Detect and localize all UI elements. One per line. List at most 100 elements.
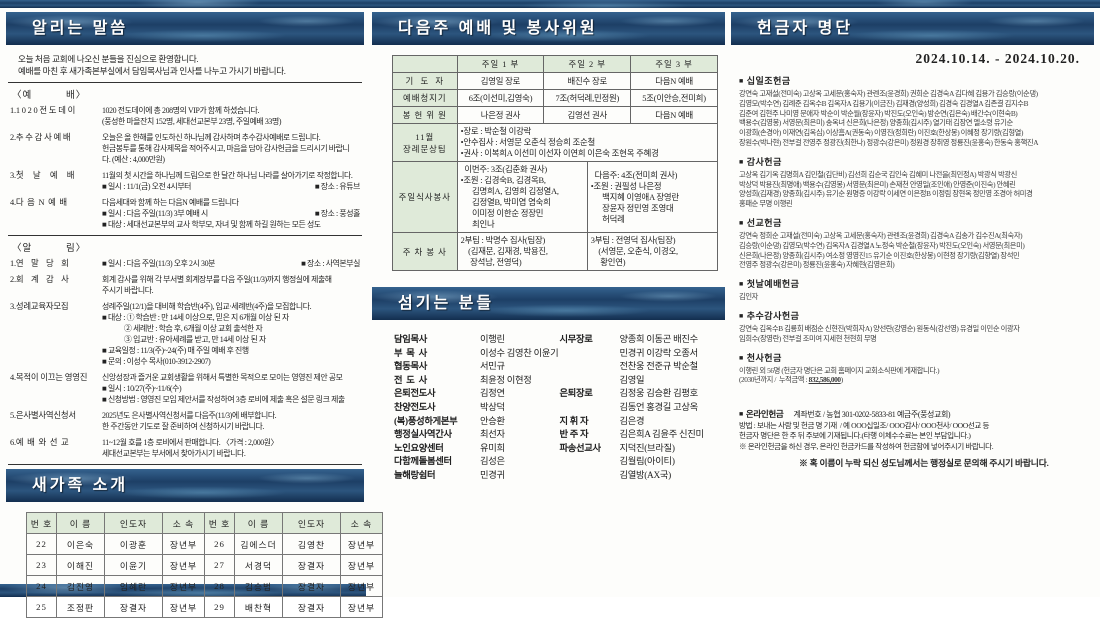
text-line-right: ■ 장소 : 사역본부실 <box>301 259 360 268</box>
serving-entry: 다함께돌봄센터 김성은 <box>394 456 560 470</box>
table-cell: 23 <box>26 554 57 576</box>
donor-names: 강연숙 김옥수B 김룡희 배점순 신현진(박희자A) 양선란(강영순) 원동식(… <box>739 323 1020 343</box>
text-line: ② 세례반 : 학습 후, 6개월 이상 교회 출석한 자 <box>102 324 263 333</box>
table-cell: 장년부 <box>162 596 205 618</box>
serving-entry: 시무장로 양종희 이동곤 배진수 민경귀 이강락 오종서 전찬웅 전준규 박순철 … <box>560 334 726 388</box>
table-cell: 장년부 <box>340 575 383 597</box>
roster-row: 주일식사봉사 이번주: 3조(김춘화 권사) •조원 : 김경숙B, 김경옥B,… <box>392 161 719 233</box>
serving-role: 지 휘 자 <box>559 416 589 427</box>
serving-role: 찬양전도사 <box>394 402 436 413</box>
donor-section-name: 감사헌금 <box>746 156 782 167</box>
serving-names: 김성은 <box>480 457 505 468</box>
text-line: 11~12월 호를 1층 로비에서 판매합니다. 〈가격 : 2,000원〉 <box>102 438 279 447</box>
serving-role: 담임목사 <box>394 335 428 345</box>
table-cell: 이은숙 <box>56 533 105 555</box>
roster-row-label: 주 차 봉 사 <box>392 232 458 271</box>
serving-names: 지덕진(브라질) 김월림(아이티) 김열방(AX국) <box>619 443 675 481</box>
serving-role: 다함께돌봄센터 <box>394 457 452 468</box>
announcement-item: 2.추 수 감 사 예 배 오늘은 올 한해를 인도하신 하나님께 감사하며 추수… <box>10 132 364 165</box>
announcement-item: 4.목적이 이끄는 영영진 신앙성장과 즐거운 교회생활을 위해서 특별한 목적으… <box>10 372 364 405</box>
announcement-label: 5.은사별사역신청서 <box>10 411 76 420</box>
table-cell: 김에스더 <box>234 533 283 555</box>
roster-row: 주 차 봉 사 2부팀 : 박명수 집사(팀장) (김재문, 김재경, 박용진, … <box>392 232 719 271</box>
announcement-item: 1.1 0 2 0 전 도 데 이 1020 전도데이에 총 208명의 VIP가… <box>10 105 364 127</box>
text-line: ■ 대상 : 세대선교본부의 교사 학부모, 자녀 및 함께 하길 원하는 모든… <box>102 220 321 229</box>
serving-names: 이성수 김영찬 이윤기 <box>480 348 559 359</box>
table-cell: 장년부 <box>162 533 205 555</box>
serving-role: 노인요양센터 <box>394 443 444 454</box>
serving-role: 파송선교사 <box>559 443 602 454</box>
bullet-icon: ■ <box>739 77 744 85</box>
donor-section-header: ■ 선교헌금 <box>739 216 1094 229</box>
online-offering-info: ■ 온라인헌금 계좌번호 / 농협 301-0202-5833-81 예금주(풍성교… <box>739 409 1094 469</box>
offering-column: 헌금자 명단 2024.10.14. - 2024.10.20. ■ 십일조헌금 강… <box>731 12 1094 469</box>
bullet-icon: ■ <box>739 311 744 320</box>
serving-entry: 행정실사역간사 최선자 <box>394 429 560 443</box>
amount-prefix: (2030년까지 / 누적금액 : <box>739 375 809 385</box>
roster-row-label: 11월 장례문상팀 <box>392 123 458 162</box>
corner-cell <box>392 55 458 73</box>
serving-entry: 늘해랑쉼터 민경귀 <box>394 470 560 484</box>
serving-entry: 찬양전도사 박상덕 <box>394 402 560 416</box>
roster-cell-lines: 3부팀 : 전영덕 집사(팀장) (서영문, 오춘식, 이경오, 황인연) <box>590 236 678 267</box>
serving-role: 반 주 자 <box>559 430 589 441</box>
serving-names: 이행린 <box>480 335 505 345</box>
table-cell: 장결자 <box>104 596 163 618</box>
text-line-right: ■ 장소 : 풍성홀 <box>314 209 361 218</box>
donor-section: ■ 첫날예배헌금 김인자 <box>739 277 1094 302</box>
column-header: 주일 2 부 <box>543 55 632 73</box>
donor-names: 강연숙 정희순 고재설(전미숙) 고상옥 고세문(홍숙자) 관렌조(윤경희) 김… <box>739 230 1025 270</box>
donor-names: 고상옥 김기옥 김명희A 김민철(김단비) 김선희 김순국 김인숙 김혜미 나전… <box>739 169 1033 209</box>
section-divider <box>8 82 362 83</box>
serving-role: (복)풍성하게본부 <box>394 416 458 427</box>
donor-section-header: ■ 추수감사헌금 <box>739 309 1094 322</box>
table-cell: 29 <box>204 596 235 618</box>
announcement-body: 1020 전도데이에 총 208명의 VIP가 함께 하셨습니다. (풍성한 마을… <box>102 105 364 127</box>
announcement-label: 3.성례교육자모집 <box>10 302 69 311</box>
text-line: 주시기 바랍니다. <box>102 286 154 295</box>
online-info-line: ※ 온라인헌금을 하신 경우, 온라인 헌금카드를 작성하여 헌금함에 넣어주시… <box>739 441 994 451</box>
offering-title: 헌금자 명단 <box>757 20 854 37</box>
donor-section-name: 십일조헌금 <box>746 76 791 86</box>
roster-header-row: 주일 1 부 주일 2 부 주일 3 부 <box>392 55 718 73</box>
serving-names: 김은희A 김윤주 신진미 <box>619 430 705 441</box>
bullet-icon: ■ <box>739 157 744 166</box>
bullet-icon: ■ <box>739 280 744 289</box>
text-line-right: ■ 장소 : 유튜브 <box>314 182 361 191</box>
column-header: 이 름 <box>234 512 283 534</box>
donor-section-header: ■ 십일조헌금 <box>739 74 1094 87</box>
table-cell: 장년부 <box>340 596 383 618</box>
column-header: 번 호 <box>26 512 57 534</box>
announcements-header: 알리는 말씀 <box>6 12 364 45</box>
serving-entry: 전 도 사 최윤정 이현정 <box>394 375 560 389</box>
welcome-intro: 오늘 처음 교회에 나오신 분들을 진심으로 환영합니다. 예배를 마친 후 새가… <box>18 54 364 77</box>
roster-row: 예배청지기 6조(이선미,김영숙) 7조(허덕례,민정원) 5조(이안승,전미희) <box>392 89 718 107</box>
serving-names: 유미희 <box>480 443 505 454</box>
roster-cell: 김영일 장로 <box>456 72 545 90</box>
announcement-body: 회계 감사를 위해 각 부서별 회계장부를 다음 주일(11/3)까지 행정실에… <box>102 274 364 296</box>
section-divider <box>8 235 362 236</box>
serving-title: 섬기는 분들 <box>398 295 495 312</box>
section-divider <box>8 464 362 465</box>
column-header: 인도자 <box>104 512 163 534</box>
announcement-label: 2.회 계 감 사 <box>10 275 69 284</box>
table-cell: 이해진 <box>56 554 105 576</box>
serving-names: 최선자 <box>480 430 505 441</box>
serving-role: 협동목사 <box>394 362 428 373</box>
next-week-header: 다음주 예배 및 봉사위원 <box>372 12 725 45</box>
serving-names: 최윤정 이현정 <box>480 375 532 386</box>
announcement-body: 신앙성장과 즐거운 교회생활을 위해서 특별한 목적으로 모이는 영영진 제안 … <box>102 372 364 405</box>
serving-names: 김은경 <box>619 416 645 427</box>
serving-names: 양종희 이동곤 배진수 민경귀 이강락 오종서 전찬웅 전준규 박순철 김영일 <box>619 335 699 386</box>
text-line: 성례주일(12/1)을 대비해 학습반(4주), 입교·세례반(4주)을 모집합… <box>102 302 312 311</box>
donor-section-name: 천사헌금 <box>746 352 782 363</box>
announcement-item: 3.성례교육자모집 성례주일(12/1)을 대비해 학습반(4주), 입교·세례반… <box>10 301 364 367</box>
serving-entry: 은퇴전도사 김정연 <box>394 388 560 402</box>
announcement-sections: 〈예 배〉 1.1 0 2 0 전 도 데 이 1020 전도데이에 총 208명의… <box>6 82 364 465</box>
table-cell: 이광훈 <box>104 533 163 555</box>
serving-entry: 반 주 자 김은희A 김윤주 신진미 <box>560 429 726 443</box>
table-row: 25 조정판 장결자 장년부 29 배찬혁 장결자 장년부 <box>26 596 383 618</box>
donor-names: 김인자 <box>739 292 758 302</box>
